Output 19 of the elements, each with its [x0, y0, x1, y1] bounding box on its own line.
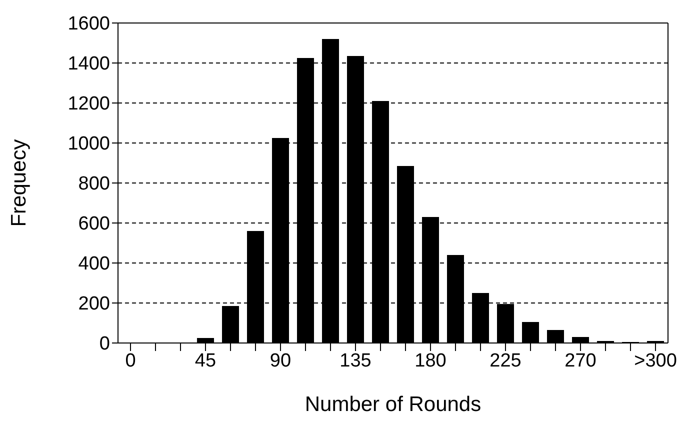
y-axis-title: Frequecy — [7, 138, 30, 227]
y-tick-label: 1000 — [68, 134, 110, 155]
x-tick-label: 225 — [490, 350, 522, 372]
x-tick-label: 0 — [125, 350, 136, 372]
y-tick-label: 400 — [78, 254, 110, 275]
y-tick-label: 600 — [78, 214, 110, 235]
x-tick-label: 45 — [194, 350, 216, 372]
x-tick-label: 180 — [414, 350, 446, 372]
x-tick-label: 270 — [564, 350, 596, 372]
y-tick-label: 1200 — [68, 94, 110, 115]
x-tick-label: >300 — [634, 350, 677, 372]
y-tick-label: 800 — [78, 174, 110, 195]
y-tick-label: 1600 — [68, 14, 110, 35]
y-tick-label: 1400 — [68, 54, 110, 75]
y-tick-label: 200 — [78, 294, 110, 315]
x-tick-label: 135 — [340, 350, 372, 372]
x-axis-title: Number of Rounds — [304, 393, 482, 416]
x-tick-label: 90 — [270, 350, 292, 372]
y-tick-label: 0 — [99, 334, 110, 355]
